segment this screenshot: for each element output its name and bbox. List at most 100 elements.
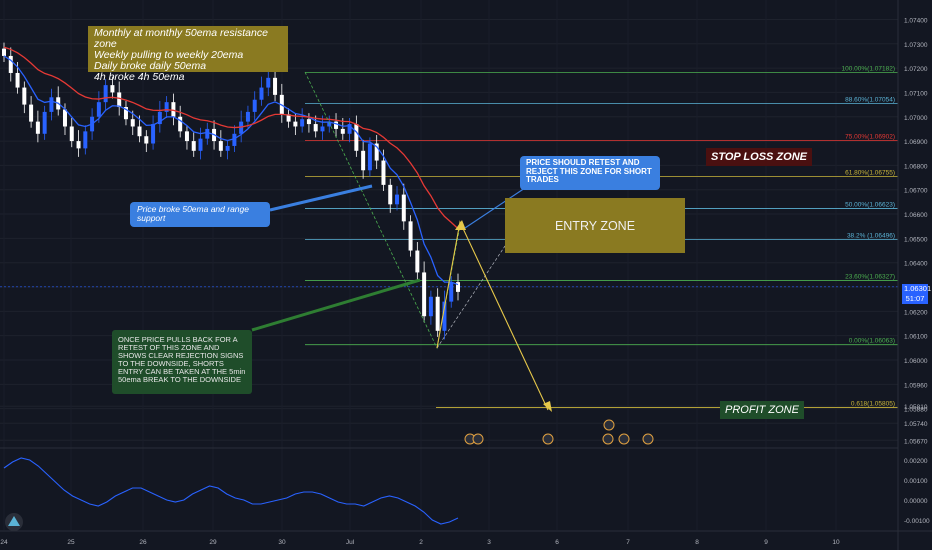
candle-body <box>96 102 101 117</box>
fib-label: 38.2% (1.06496) <box>847 232 895 239</box>
note-line: Monthly at monthly 50ema resistance zone <box>94 27 268 50</box>
candle-body <box>2 48 6 56</box>
x-tick-label: 25 <box>67 539 75 546</box>
candle-body <box>327 121 332 127</box>
fib-trend-line <box>436 245 506 349</box>
event-flag-icon <box>642 433 654 445</box>
x-tick-label: 7 <box>626 539 630 546</box>
projection-path <box>436 220 549 411</box>
x-tick-label: 6 <box>555 539 559 546</box>
arrow-head-icon <box>455 220 466 230</box>
event-flag-icon <box>618 433 630 445</box>
candle-body <box>286 114 291 122</box>
candle-body <box>259 87 264 100</box>
pullback-callout: ONCE PRICE PULLS BACK FOR A RETEST OF TH… <box>112 330 252 394</box>
y-tick-label: 1.07300 <box>904 42 928 49</box>
candle-body <box>442 301 447 331</box>
y-tick-label: 1.05960 <box>904 382 928 389</box>
candle-body <box>374 143 379 161</box>
candle-body <box>313 124 318 132</box>
osc-tick-label: 0.00200 <box>904 458 928 465</box>
osc-tick-label: 0.00000 <box>904 498 928 505</box>
drawings <box>251 71 552 412</box>
candle-body <box>117 92 122 108</box>
candle-body <box>69 126 74 142</box>
candle-body <box>320 126 325 132</box>
fib-label: 61.80%(1.06755) <box>845 169 895 176</box>
candle-body <box>273 77 278 95</box>
y-tick-label: 1.06800 <box>904 163 928 170</box>
fib-label: 100.00%(1.07182) <box>842 65 896 72</box>
y-tick-label: 1.05810 <box>904 404 928 411</box>
x-tick-label: Jul <box>346 539 355 546</box>
event-icons <box>5 419 654 531</box>
candle-body <box>456 282 460 292</box>
logo-mark <box>8 516 20 526</box>
x-tick-label: 2 <box>419 539 423 546</box>
event-flag-icon <box>472 433 484 445</box>
candle-body <box>415 250 420 273</box>
retest-callout: PRICE SHOULD RETEST AND REJECT THIS ZONE… <box>520 156 660 190</box>
ema-fast-line <box>3 55 459 286</box>
fib-label: 88.60%(1.07054) <box>845 97 895 104</box>
candle-body <box>435 296 440 331</box>
candle-body <box>62 109 67 127</box>
x-tick-label: 24 <box>0 539 8 546</box>
candle-body <box>300 119 305 127</box>
candle-body <box>334 121 339 129</box>
y-tick-label: 1.06400 <box>904 261 928 268</box>
candle-body <box>76 141 81 149</box>
y-tick-label: 1.06900 <box>904 139 928 146</box>
candle-body <box>171 102 176 117</box>
osc-tick-label: -0.00100 <box>904 518 930 525</box>
candle-body <box>306 119 311 125</box>
y-tick-label: 1.05740 <box>904 421 928 428</box>
y-tick-label: 1.07100 <box>904 90 928 97</box>
ema-callout: Price broke 50ema and range support <box>130 202 270 227</box>
y-tick-label: 1.07200 <box>904 66 928 73</box>
x-tick-label: 26 <box>139 539 147 546</box>
osc-tick-label: 0.00100 <box>904 478 928 485</box>
candle-body <box>225 145 230 151</box>
x-tick-label: 10 <box>832 539 840 546</box>
fib-label: 0.618(1.05805) <box>851 400 895 407</box>
candle-body <box>239 121 244 134</box>
oscillator-pane: 0.00200 0.00100 0.00000 -0.00100 <box>0 447 930 525</box>
callout-pointer <box>251 278 421 332</box>
candle-body <box>29 104 34 122</box>
stop-loss-zone: STOP LOSS ZONE <box>706 148 812 166</box>
note-line: Weekly pulling to weekly 20ema <box>94 49 244 61</box>
candle-body <box>367 143 372 171</box>
candle-body <box>340 128 345 134</box>
y-tick-label: 1.07400 <box>904 17 928 24</box>
fib-label: 50.00%(1.06623) <box>845 201 895 208</box>
candle-body <box>83 131 88 149</box>
candle-body <box>245 111 250 122</box>
y-tick-label: 1.06500 <box>904 236 928 243</box>
candle-body <box>157 111 162 125</box>
countdown-tag: 51:07 <box>902 294 928 304</box>
ema-slow-line <box>3 46 459 230</box>
callout-pointer <box>269 184 373 212</box>
candle-body <box>218 141 223 151</box>
candle-body <box>381 160 386 185</box>
price-axis: 1.07400 1.07300 1.07200 1.07100 1.07000 1.069… <box>897 0 928 550</box>
fib-label: 23.60%(1.06327) <box>845 273 895 280</box>
fib-label: 75.00%(1.06902) <box>845 134 895 141</box>
candle-body <box>293 121 298 127</box>
candle-body <box>8 55 13 73</box>
candle-body <box>15 72 20 88</box>
candle-body <box>428 296 433 317</box>
candle-body <box>388 184 393 205</box>
event-flag-icon <box>603 419 615 431</box>
y-tick-label: 1.07000 <box>904 115 928 122</box>
note-line: 4h broke 4h 50ema <box>94 71 185 83</box>
y-tick-label: 1.06600 <box>904 212 928 219</box>
x-tick-label: 30 <box>278 539 286 546</box>
candle-body <box>184 131 189 142</box>
candle-body <box>110 85 115 93</box>
y-tick-label: 1.06700 <box>904 188 928 195</box>
candle-body <box>164 102 169 112</box>
candle-body <box>266 77 271 88</box>
